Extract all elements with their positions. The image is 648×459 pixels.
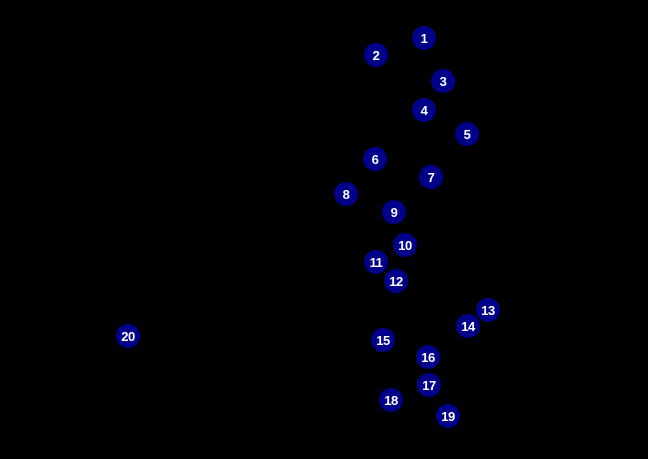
numbered-marker-6[interactable]: 6 [363,147,387,171]
numbered-marker-8[interactable]: 8 [334,182,358,206]
numbered-marker-5[interactable]: 5 [455,122,479,146]
numbered-marker-3[interactable]: 3 [431,69,455,93]
numbered-marker-15[interactable]: 15 [371,328,395,352]
numbered-marker-18[interactable]: 18 [379,388,403,412]
numbered-marker-20[interactable]: 20 [116,324,140,348]
numbered-marker-2[interactable]: 2 [364,43,388,67]
numbered-marker-13[interactable]: 13 [476,298,500,322]
numbered-marker-11[interactable]: 11 [364,250,388,274]
numbered-marker-10[interactable]: 10 [393,233,417,257]
numbered-marker-17[interactable]: 17 [417,373,441,397]
numbered-marker-16[interactable]: 16 [416,345,440,369]
numbered-marker-4[interactable]: 4 [412,98,436,122]
numbered-marker-12[interactable]: 12 [384,269,408,293]
numbered-marker-14[interactable]: 14 [456,314,480,338]
numbered-marker-9[interactable]: 9 [382,200,406,224]
numbered-marker-19[interactable]: 19 [436,404,460,428]
numbered-marker-7[interactable]: 7 [419,165,443,189]
numbered-marker-1[interactable]: 1 [412,26,436,50]
